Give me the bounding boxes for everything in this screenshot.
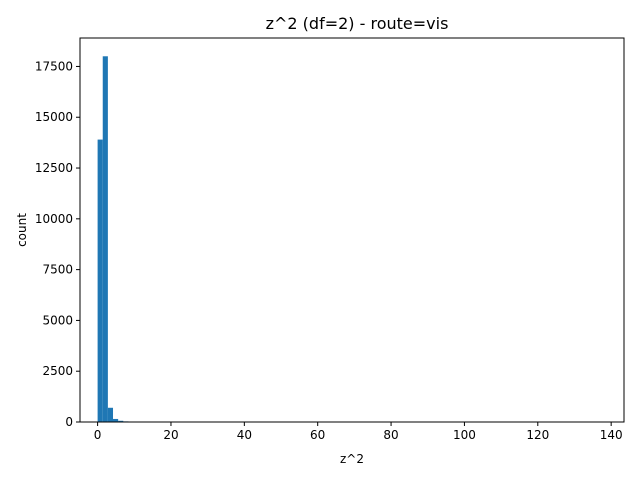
y-tick-label: 5000 (42, 313, 73, 327)
y-tick-label: 15000 (35, 110, 73, 124)
x-tick-label: 80 (383, 428, 398, 442)
x-tick-label: 140 (600, 428, 623, 442)
bars-group (97, 56, 134, 423)
histogram-bar (102, 56, 108, 423)
x-axis-ticks: 0 20 40 60 80 100 120 140 (94, 422, 623, 442)
x-axis-label: z^2 (340, 452, 364, 466)
x-tick-label: 120 (526, 428, 549, 442)
y-tick-label: 17500 (35, 59, 73, 73)
y-axis-label: count (15, 213, 29, 247)
histogram-bar (113, 418, 119, 422)
y-axis-ticks: 0 2500 5000 7500 10000 12500 15000 17500 (35, 59, 80, 429)
x-tick-label: 60 (310, 428, 325, 442)
y-tick-label: 2500 (42, 364, 73, 378)
histogram-bar (107, 407, 114, 422)
x-tick-label: 20 (163, 428, 178, 442)
x-tick-label: 40 (237, 428, 252, 442)
plot-frame (79, 37, 625, 423)
histogram-bar (97, 139, 103, 423)
histogram-bar (118, 420, 124, 422)
y-tick-label: 10000 (35, 212, 73, 226)
chart-title: z^2 (df=2) - route=vis (266, 14, 449, 33)
y-tick-label: 12500 (35, 161, 73, 175)
y-tick-label: 7500 (42, 263, 73, 277)
x-tick-label: 100 (453, 428, 476, 442)
x-tick-label: 0 (94, 428, 102, 442)
y-tick-label: 0 (65, 415, 73, 429)
